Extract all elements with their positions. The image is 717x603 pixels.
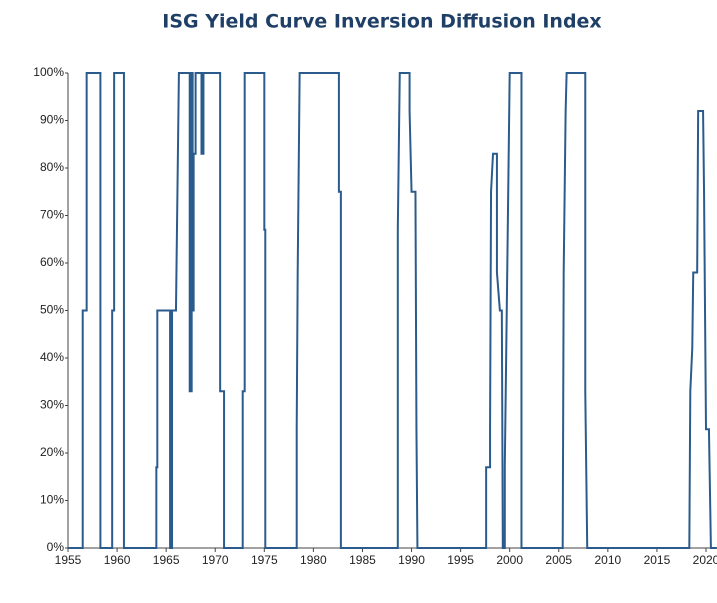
x-tick-label: 1970: [202, 553, 229, 567]
y-tick-label: 50%: [40, 303, 64, 317]
x-tick-label: 2020: [693, 553, 717, 567]
x-tick-label: 2010: [594, 553, 621, 567]
x-tick-label: 2005: [545, 553, 572, 567]
data-line: [68, 72, 717, 549]
y-tick-label: 60%: [40, 255, 64, 269]
x-tick-label: 2000: [496, 553, 523, 567]
chart-title: ISG Yield Curve Inversion Diffusion Inde…: [162, 11, 601, 33]
y-tick-label: 100%: [33, 65, 64, 79]
y-tick-label: 70%: [40, 208, 64, 222]
x-tick-label: 1995: [447, 553, 474, 567]
x-tick-label: 1975: [251, 553, 278, 567]
y-tick-label: 90%: [40, 113, 64, 127]
y-tick-label: 40%: [40, 350, 64, 364]
x-tick-label: 1985: [349, 553, 376, 567]
x-tick-label: 1960: [104, 553, 131, 567]
x-tick-label: 1955: [55, 553, 82, 567]
x-tick-label: 1990: [398, 553, 425, 567]
x-tick-label: 1965: [153, 553, 180, 567]
y-tick-label: 0%: [47, 540, 65, 554]
y-tick-label: 10%: [40, 493, 64, 507]
y-tick-label: 80%: [40, 160, 64, 174]
x-tick-label: 2015: [644, 553, 671, 567]
y-tick-label: 30%: [40, 398, 64, 412]
x-tick-label: 1980: [300, 553, 327, 567]
y-tick-label: 20%: [40, 445, 64, 459]
